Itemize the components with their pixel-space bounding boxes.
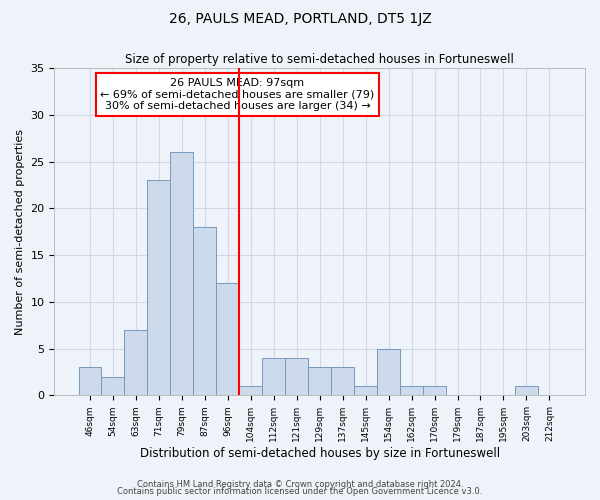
Bar bbox=[217, 283, 239, 396]
Bar bbox=[515, 386, 538, 396]
Bar bbox=[400, 386, 423, 396]
Text: Contains HM Land Registry data © Crown copyright and database right 2024.: Contains HM Land Registry data © Crown c… bbox=[137, 480, 463, 489]
Bar bbox=[331, 368, 354, 396]
X-axis label: Distribution of semi-detached houses by size in Fortuneswell: Distribution of semi-detached houses by … bbox=[140, 447, 500, 460]
Bar bbox=[148, 180, 170, 396]
Bar bbox=[193, 227, 217, 396]
Text: 26 PAULS MEAD: 97sqm
← 69% of semi-detached houses are smaller (79)
30% of semi-: 26 PAULS MEAD: 97sqm ← 69% of semi-detac… bbox=[100, 78, 374, 111]
Bar bbox=[170, 152, 193, 396]
Bar bbox=[262, 358, 285, 396]
Bar bbox=[285, 358, 308, 396]
Bar bbox=[377, 348, 400, 396]
Bar bbox=[354, 386, 377, 396]
Bar bbox=[239, 386, 262, 396]
Bar bbox=[308, 368, 331, 396]
Bar bbox=[79, 368, 101, 396]
Bar bbox=[124, 330, 148, 396]
Bar bbox=[423, 386, 446, 396]
Title: Size of property relative to semi-detached houses in Fortuneswell: Size of property relative to semi-detach… bbox=[125, 52, 514, 66]
Text: Contains public sector information licensed under the Open Government Licence v3: Contains public sector information licen… bbox=[118, 487, 482, 496]
Bar bbox=[101, 376, 124, 396]
Text: 26, PAULS MEAD, PORTLAND, DT5 1JZ: 26, PAULS MEAD, PORTLAND, DT5 1JZ bbox=[169, 12, 431, 26]
Y-axis label: Number of semi-detached properties: Number of semi-detached properties bbox=[15, 128, 25, 334]
